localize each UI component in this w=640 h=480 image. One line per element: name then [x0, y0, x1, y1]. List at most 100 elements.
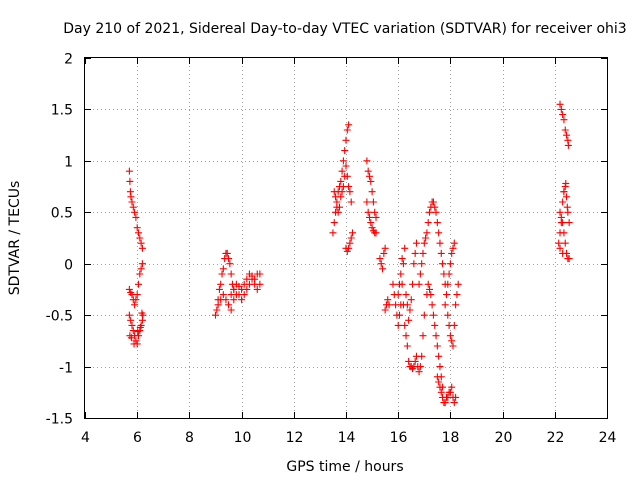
data-point-marker: [433, 342, 441, 350]
data-point-marker: [561, 239, 569, 247]
data-point-marker: [563, 193, 571, 201]
data-point-marker: [405, 316, 413, 324]
data-point-marker: [410, 260, 418, 268]
data-point-marker: [137, 265, 145, 273]
data-point-marker: [452, 301, 460, 309]
data-point-marker: [369, 198, 377, 206]
data-point-marker: [347, 234, 355, 242]
data-point-marker: [396, 311, 404, 319]
data-point-marker: [253, 285, 261, 293]
data-point-marker: [433, 219, 441, 227]
data-point-marker: [135, 280, 143, 288]
data-point-marker: [397, 270, 405, 278]
data-point-marker: [337, 177, 345, 185]
data-point-marker: [422, 234, 430, 242]
x-tick-label: 16: [390, 430, 408, 446]
data-point-marker: [401, 321, 409, 329]
data-point-marker: [230, 296, 238, 304]
data-point-marker: [341, 147, 349, 155]
y-tick-labels: -1.5 -1 -0.5 0 0.5 1 1.5 2: [46, 52, 73, 428]
data-point-marker: [381, 244, 389, 252]
data-point-marker: [441, 399, 449, 407]
data-point-marker: [411, 249, 419, 257]
data-point-marker: [335, 203, 343, 211]
data-point-marker: [398, 255, 406, 263]
data-point-marker: [346, 239, 354, 247]
data-point-marker: [441, 301, 449, 309]
data-point-marker: [446, 260, 454, 268]
data-point-marker: [240, 280, 248, 288]
data-point-marker: [402, 332, 410, 340]
data-point-marker: [557, 213, 565, 221]
data-point-marker: [416, 270, 424, 278]
data-point-marker: [223, 249, 231, 257]
data-point-marker: [444, 311, 452, 319]
data-point-marker: [136, 234, 144, 242]
data-point-marker: [449, 342, 457, 350]
data-point-marker: [330, 188, 338, 196]
data-point-marker: [389, 280, 397, 288]
data-point-marker: [454, 280, 462, 288]
data-point-marker: [556, 100, 564, 108]
data-point-marker: [363, 198, 371, 206]
data-point-marker: [329, 229, 337, 237]
data-point-marker: [131, 301, 139, 309]
data-point-marker: [559, 111, 567, 119]
data-point-marker: [428, 301, 436, 309]
data-point-marker: [396, 280, 404, 288]
data-point-marker: [133, 224, 141, 232]
chart-title: Day 210 of 2021, Sidereal Day-to-day VTE…: [63, 21, 626, 37]
data-point-marker: [560, 229, 568, 237]
data-point-marker: [564, 141, 572, 149]
data-point-marker: [256, 280, 264, 288]
data-point-marker: [371, 208, 379, 216]
data-point-marker: [367, 177, 375, 185]
x-tick-label: 4: [81, 430, 90, 446]
data-point-marker: [436, 239, 444, 247]
data-point-marker: [347, 198, 355, 206]
data-point-marker: [427, 291, 435, 299]
data-point-marker: [394, 291, 402, 299]
data-point-marker: [380, 249, 388, 257]
data-point-marker: [405, 357, 413, 365]
data-point-marker: [423, 229, 431, 237]
data-point-marker: [240, 291, 248, 299]
data-point-marker: [339, 157, 347, 165]
data-point-marker: [372, 229, 380, 237]
data-point-marker: [418, 352, 426, 360]
data-point-marker: [437, 249, 445, 257]
x-tick-label: 6: [133, 430, 142, 446]
data-point-marker: [445, 270, 453, 278]
data-point-marker: [125, 311, 133, 319]
data-point-marker: [419, 249, 427, 257]
data-point-marker: [219, 291, 227, 299]
data-point-marker: [559, 249, 567, 257]
data-point-marker: [556, 208, 564, 216]
y-tick-label: -1.5: [46, 412, 73, 428]
data-point-marker: [345, 121, 353, 129]
data-point-marker: [435, 378, 443, 386]
data-point-marker: [132, 296, 140, 304]
data-point-marker: [367, 219, 375, 227]
data-point-marker: [453, 291, 461, 299]
data-point-marker: [330, 219, 338, 227]
data-point-marker: [343, 172, 351, 180]
data-point-marker: [136, 323, 144, 331]
data-points: [125, 100, 573, 407]
data-point-marker: [138, 309, 146, 317]
data-point-marker: [365, 213, 373, 221]
data-point-marker: [409, 280, 417, 288]
x-tick-label: 12: [286, 430, 304, 446]
data-point-marker: [560, 188, 568, 196]
data-point-marker: [136, 270, 144, 278]
data-point-marker: [343, 126, 351, 134]
data-point-marker: [403, 301, 411, 309]
data-point-marker: [248, 272, 256, 280]
data-point-marker: [426, 208, 434, 216]
data-point-marker: [138, 244, 146, 252]
data-point-marker: [256, 270, 264, 278]
data-point-marker: [448, 249, 456, 257]
x-tick-labels: 4 6 8 10 12 14 16 18 20 22 24: [81, 430, 616, 446]
y-tick-label: 0: [64, 258, 73, 274]
data-point-marker: [562, 179, 570, 187]
